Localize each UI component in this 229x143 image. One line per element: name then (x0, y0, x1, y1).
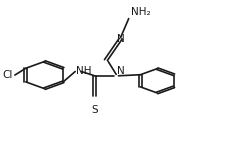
Text: N: N (117, 34, 125, 44)
Text: S: S (91, 105, 97, 115)
Text: Cl: Cl (2, 70, 13, 80)
Text: N: N (117, 66, 125, 77)
Text: NH₂: NH₂ (130, 7, 150, 17)
Text: NH: NH (76, 66, 91, 77)
